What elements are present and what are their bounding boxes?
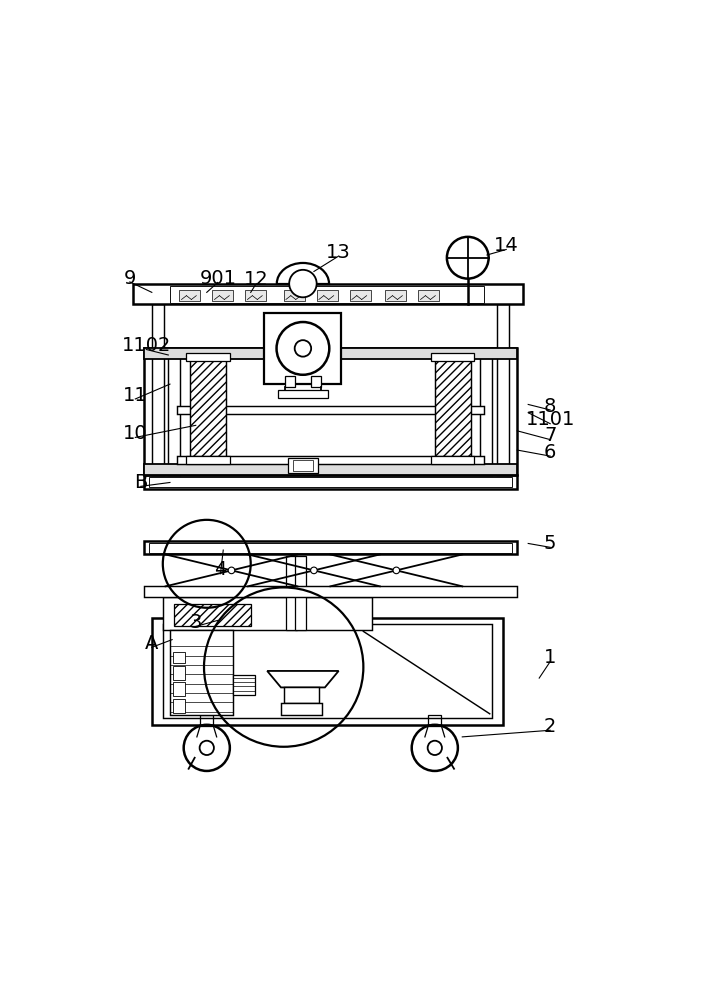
Bar [281, 703, 322, 715]
Circle shape [447, 237, 489, 279]
Bar [278, 390, 328, 398]
Polygon shape [350, 290, 371, 301]
Text: 1102: 1102 [122, 336, 171, 355]
Text: 5: 5 [544, 534, 557, 553]
Circle shape [311, 567, 317, 574]
Bar [173, 666, 185, 680]
Bar [170, 286, 484, 303]
Circle shape [412, 725, 458, 771]
Bar [288, 458, 318, 473]
Polygon shape [284, 290, 305, 301]
Bar [143, 541, 518, 554]
Bar [295, 556, 306, 630]
Text: 1: 1 [544, 648, 557, 667]
Bar [497, 304, 509, 475]
Bar [190, 359, 226, 456]
Text: 1101: 1101 [525, 410, 575, 429]
Bar [186, 353, 230, 361]
Text: 2: 2 [544, 717, 557, 736]
Bar [143, 348, 518, 359]
Bar [152, 304, 164, 475]
Bar [143, 348, 518, 475]
Text: A: A [145, 634, 159, 653]
Bar [293, 460, 313, 471]
Bar [286, 556, 298, 630]
Bar [186, 456, 230, 464]
Bar [149, 543, 512, 553]
Polygon shape [245, 290, 266, 301]
Bar [177, 456, 484, 464]
Text: 10: 10 [123, 424, 147, 443]
Circle shape [393, 567, 400, 574]
Bar [177, 406, 484, 414]
Bar [173, 652, 185, 663]
Bar [428, 715, 442, 726]
Circle shape [200, 741, 214, 755]
Text: 14: 14 [494, 236, 518, 255]
Bar [481, 348, 493, 475]
Circle shape [277, 322, 329, 375]
Text: 9: 9 [123, 269, 136, 288]
Bar [143, 464, 518, 475]
Bar [133, 284, 523, 304]
Text: 3: 3 [189, 613, 202, 632]
Polygon shape [179, 290, 200, 301]
Bar [173, 699, 185, 713]
Bar [431, 353, 474, 361]
Bar [168, 348, 180, 475]
Bar [174, 604, 251, 626]
Text: B: B [134, 473, 147, 492]
Circle shape [428, 741, 442, 755]
Bar [200, 715, 213, 726]
Circle shape [295, 340, 311, 357]
Text: 11: 11 [123, 386, 147, 405]
Bar [163, 597, 372, 630]
Polygon shape [418, 290, 439, 301]
Bar [285, 376, 295, 387]
Circle shape [228, 567, 235, 574]
Circle shape [184, 725, 230, 771]
Bar [170, 630, 233, 715]
Polygon shape [386, 290, 406, 301]
Bar [435, 359, 471, 456]
Polygon shape [317, 290, 337, 301]
Circle shape [289, 270, 317, 297]
Bar [173, 682, 185, 696]
Bar [233, 675, 255, 695]
Text: 13: 13 [326, 243, 351, 262]
Polygon shape [267, 671, 339, 687]
Bar [311, 376, 320, 387]
Bar [431, 456, 474, 464]
Bar [163, 624, 493, 718]
Bar [143, 475, 518, 489]
Bar [264, 313, 342, 384]
Bar [284, 687, 319, 703]
Bar [152, 618, 503, 725]
Bar [143, 586, 518, 597]
Polygon shape [212, 290, 233, 301]
Text: 12: 12 [244, 270, 269, 289]
Text: 901: 901 [199, 269, 236, 288]
Text: 7: 7 [544, 426, 557, 445]
Text: 4: 4 [214, 560, 227, 579]
Text: 6: 6 [544, 443, 557, 462]
Text: 8: 8 [544, 397, 557, 416]
Bar [149, 477, 512, 487]
